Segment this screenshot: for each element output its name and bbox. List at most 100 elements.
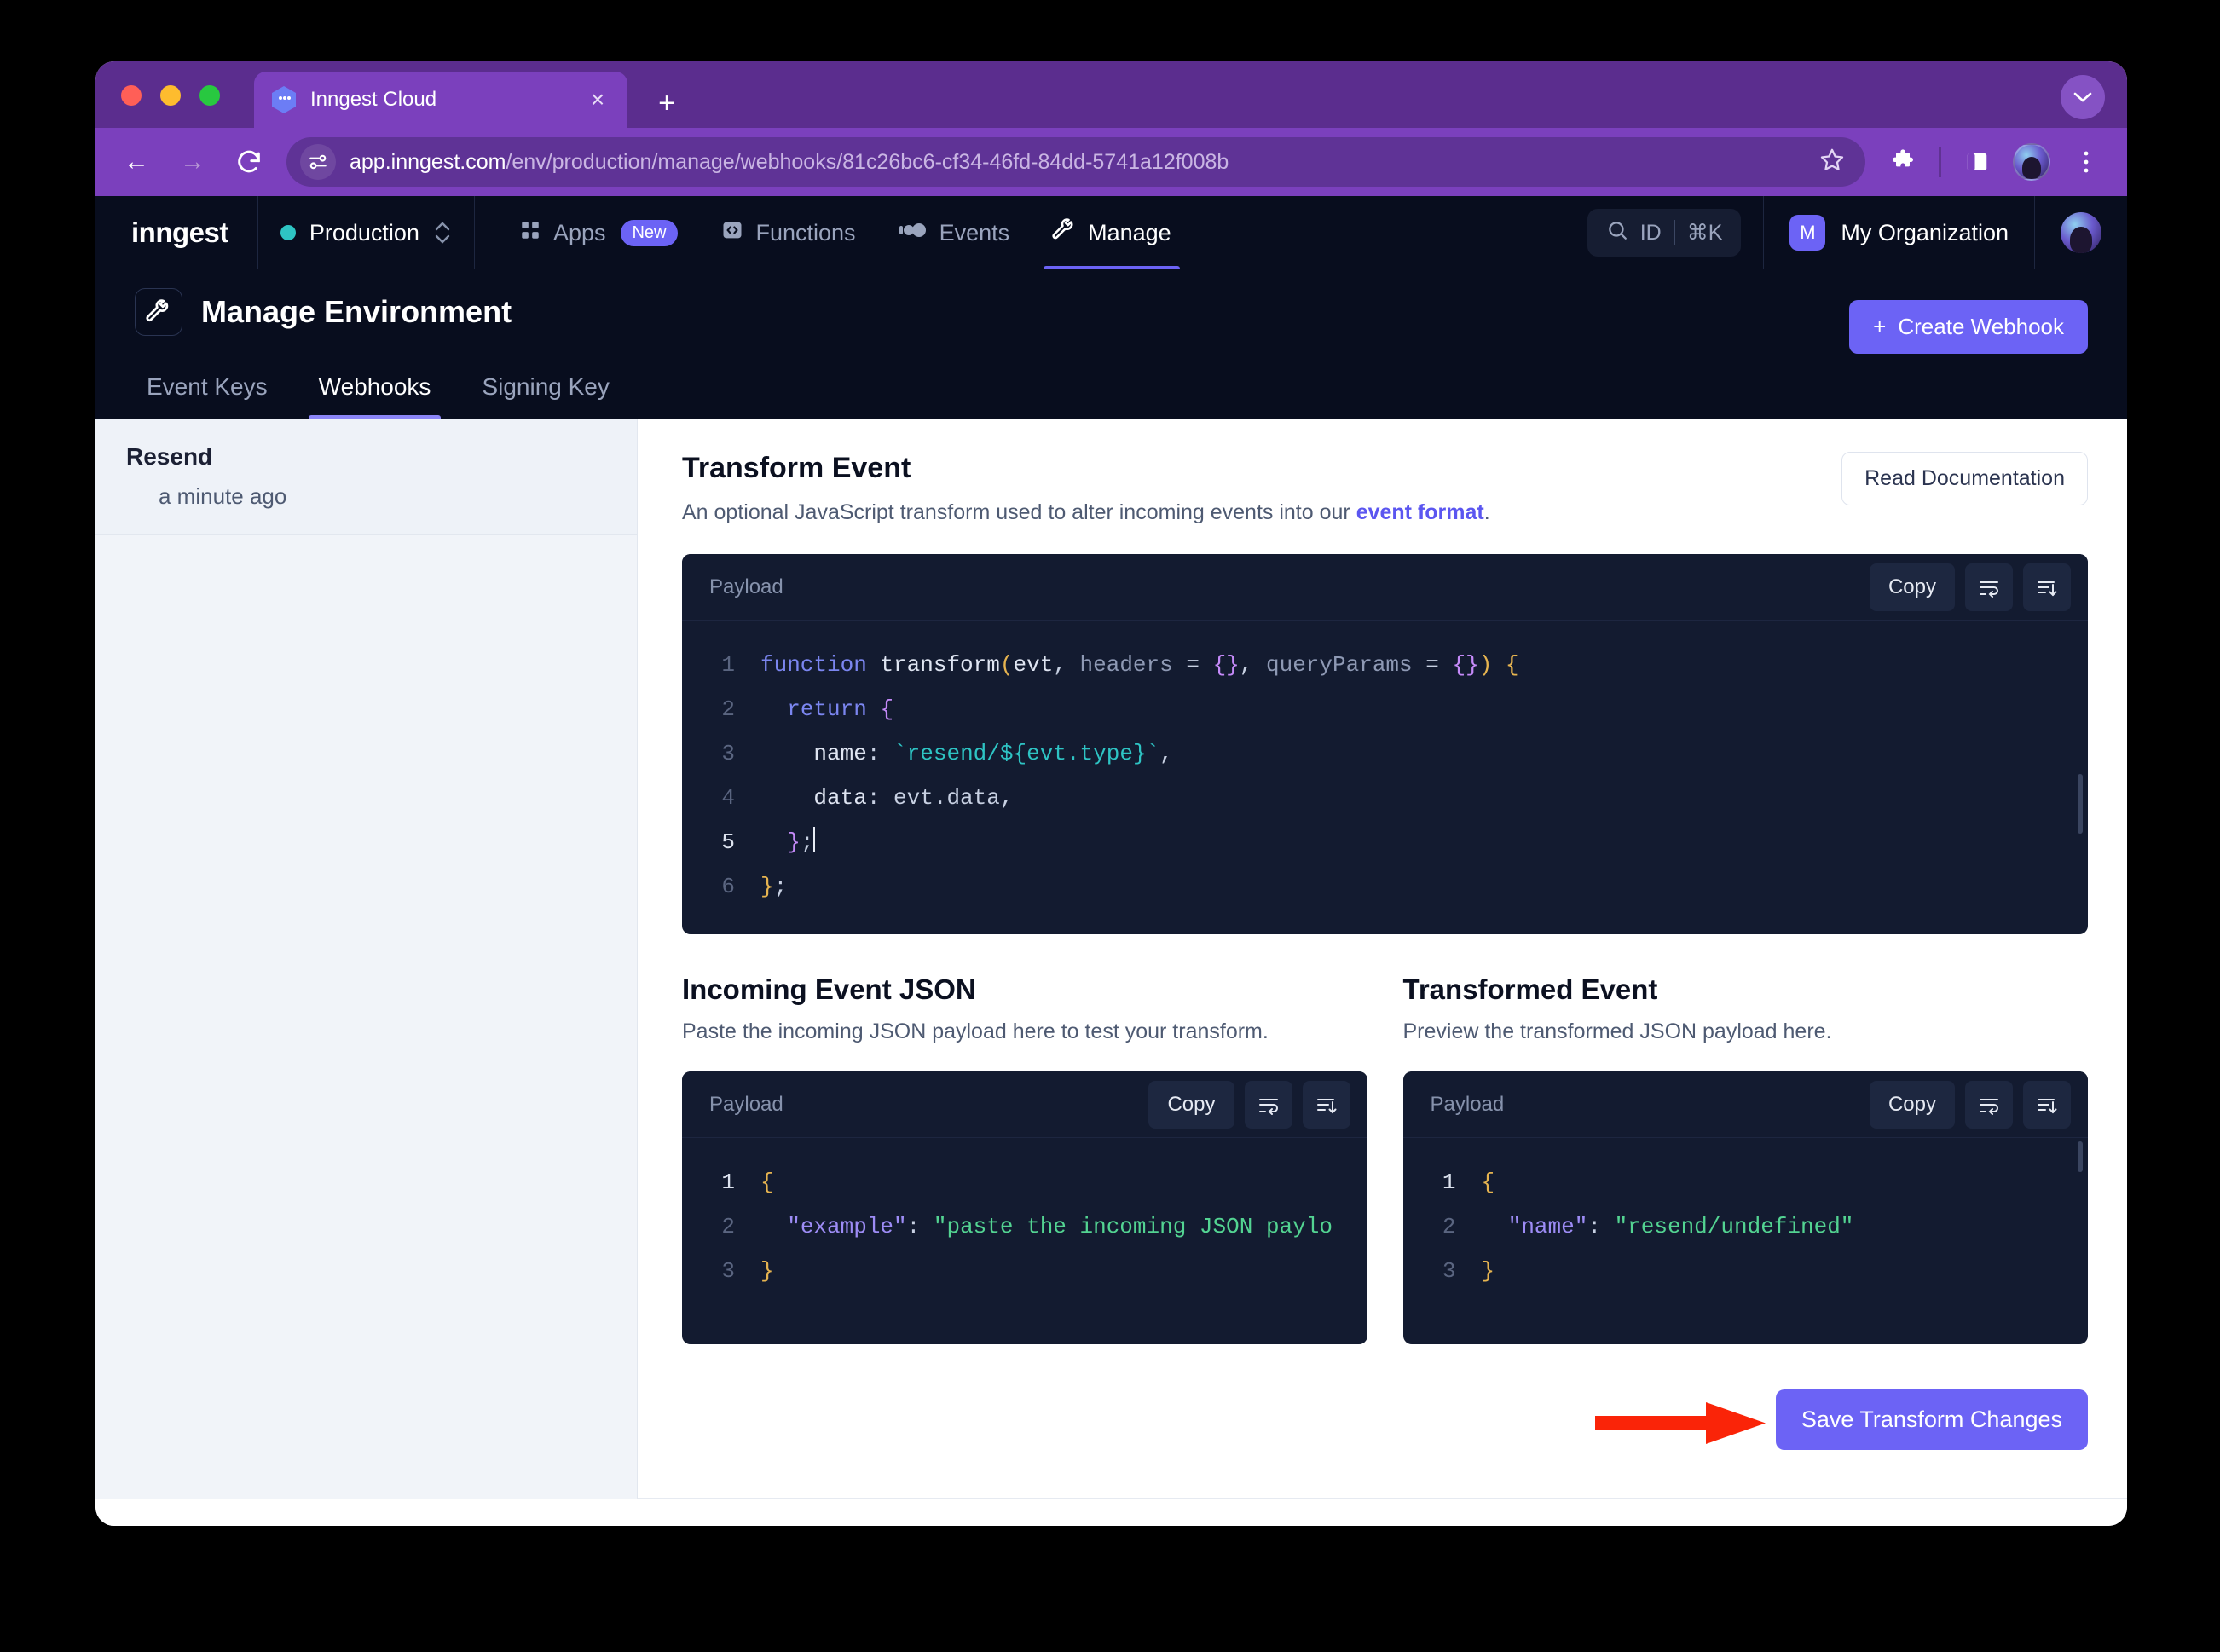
editor-scrollbar[interactable] [2078, 1141, 2083, 1172]
new-tab-button[interactable]: + [658, 87, 675, 119]
line-text: function transform(evt, headers = {}, qu… [760, 652, 1519, 678]
browser-profile-avatar[interactable] [2013, 143, 2050, 181]
tab-event-keys[interactable]: Event Keys [147, 373, 268, 400]
page-title: Manage Environment [201, 294, 512, 329]
sort-lines-down-icon[interactable] [2023, 563, 2071, 611]
editor-scrollbar[interactable] [2078, 774, 2083, 834]
code-line: 1{ [1403, 1160, 2089, 1204]
nav-item-functions[interactable]: Functions [702, 196, 875, 269]
code-line: 1{ [682, 1160, 1367, 1204]
transform-footer: Save Transform Changes [682, 1380, 2088, 1458]
bookmark-star-icon[interactable] [1819, 147, 1845, 178]
back-button[interactable]: ← [124, 147, 149, 176]
page-header: Manage Environment + Create Webhook Even… [95, 269, 2127, 419]
close-window-button[interactable] [121, 85, 142, 106]
reload-button[interactable] [230, 143, 268, 181]
tab-webhooks[interactable]: Webhooks [293, 361, 457, 419]
user-menu[interactable] [2035, 196, 2127, 269]
extensions-icon[interactable] [1884, 143, 1922, 181]
wrench-icon [1052, 217, 1076, 248]
line-text: } [1481, 1258, 1495, 1284]
side-panel-icon[interactable] [1958, 143, 1996, 181]
more-menu-icon[interactable] [2067, 143, 2105, 181]
transformed-title: Transformed Event [1402, 973, 1658, 1005]
text-wrap-icon[interactable] [1965, 1080, 2013, 1129]
code-line: 3} [682, 1249, 1367, 1293]
create-webhook-label: Create Webhook [1898, 314, 2064, 339]
text-wrap-icon[interactable] [1244, 1080, 1292, 1129]
webhook-updated-text: a minute ago [159, 483, 287, 509]
line-number: 6 [721, 874, 735, 899]
text-wrap-icon[interactable] [1965, 563, 2013, 611]
toolbar-actions [1884, 143, 2105, 181]
editor-content[interactable]: 1{ 2 "example": "paste the incoming JSON… [682, 1138, 1367, 1314]
search-button[interactable]: ID ⌘K [1587, 209, 1742, 257]
browser-tab-title: Inngest Cloud [310, 88, 437, 111]
code-line: 2 "name": "resend/undefined" [1403, 1204, 2089, 1249]
subtitle-text-before: An optional JavaScript transform used to… [682, 500, 1356, 524]
browser-tab[interactable]: Inngest Cloud × [254, 72, 627, 128]
code-line: 1 function transform(evt, headers = {}, q… [682, 643, 2088, 687]
code-icon [720, 218, 744, 248]
chevron-down-icon[interactable] [2061, 75, 2105, 119]
editor-label: Payload [1430, 1092, 1505, 1116]
editor-actions: Copy [1869, 1080, 2071, 1129]
line-number: 3 [1442, 1258, 1456, 1284]
nav-item-label: Functions [755, 219, 856, 245]
list-item[interactable]: Resend a minute ago [95, 419, 637, 535]
text-cursor [813, 827, 816, 852]
app-logo[interactable]: inngest [95, 196, 257, 269]
organization-switcher[interactable]: M My Organization [1763, 196, 2035, 269]
content-divider [638, 1498, 2127, 1499]
nav-item-manage[interactable]: Manage [1033, 196, 1190, 269]
inngest-favicon [271, 85, 297, 114]
nav-item-label: Apps [552, 219, 606, 245]
webhooks-sidebar: Resend a minute ago [95, 419, 638, 1499]
app-nav-items: Apps New Functions Events [475, 196, 1190, 269]
minimize-window-button[interactable] [160, 85, 181, 106]
page-body: Resend a minute ago Transform Event [95, 419, 2127, 1499]
nav-item-apps[interactable]: Apps New [500, 196, 697, 269]
environment-switcher[interactable]: Production [257, 196, 475, 269]
address-bar-url: app.inngest.com/env/production/manage/we… [350, 150, 1806, 175]
close-icon[interactable]: × [590, 86, 605, 113]
line-text: data: evt.data, [813, 785, 1014, 811]
code-line: 4 data: evt.data, [682, 776, 2088, 820]
copy-button[interactable]: Copy [1148, 1080, 1234, 1129]
tab-signing-key[interactable]: Signing Key [482, 373, 610, 400]
line-number: 2 [1442, 1214, 1456, 1239]
environment-status-dot [280, 225, 296, 240]
line-text: "name": "resend/undefined" [1507, 1214, 1854, 1239]
sort-lines-down-icon[interactable] [1302, 1080, 1350, 1129]
forward-button[interactable]: → [180, 147, 205, 176]
webhook-name: Resend [126, 443, 213, 470]
event-format-link[interactable]: event format [1356, 500, 1484, 524]
section-subtitle: An optional JavaScript transform used to… [682, 500, 1490, 525]
editor-content[interactable]: 1{ 2 "name": "resend/undefined" 3} [1403, 1138, 2089, 1314]
line-text: }; [760, 874, 788, 899]
read-documentation-button[interactable]: Read Documentation [1841, 452, 2088, 505]
app-logo-text: inngest [131, 217, 228, 248]
address-bar[interactable]: app.inngest.com/env/production/manage/we… [286, 137, 1865, 187]
site-settings-icon[interactable] [300, 144, 336, 180]
copy-button[interactable]: Copy [1869, 563, 1955, 611]
code-line: 2 "example": "paste the incoming JSON pa… [682, 1204, 1367, 1249]
copy-button[interactable]: Copy [1869, 1080, 1955, 1129]
maximize-window-button[interactable] [199, 85, 220, 106]
incoming-json-editor[interactable]: Payload Copy [682, 1071, 1367, 1344]
incoming-title: Incoming Event JSON [682, 973, 976, 1005]
app-viewport: inngest Production Apps New [95, 196, 2127, 1526]
app-navbar: inngest Production Apps New [95, 196, 2127, 269]
create-webhook-button[interactable]: + Create Webhook [1849, 300, 2088, 354]
transformed-json-editor[interactable]: Payload Copy [1402, 1071, 2089, 1344]
editor-content[interactable]: 1 function transform(evt, headers = {}, q… [682, 621, 2088, 929]
line-number: 5 [721, 829, 735, 855]
line-text: }; [760, 820, 816, 864]
nav-item-events[interactable]: Events [880, 196, 1029, 269]
editor-actions: Copy [1148, 1080, 1350, 1129]
subtitle-text-after: . [1483, 500, 1490, 524]
toolbar-divider [1939, 147, 1941, 177]
save-transform-changes-button[interactable]: Save Transform Changes [1775, 1389, 2088, 1450]
sort-lines-down-icon[interactable] [2023, 1080, 2071, 1129]
transform-code-editor[interactable]: Payload Copy [682, 554, 2088, 934]
